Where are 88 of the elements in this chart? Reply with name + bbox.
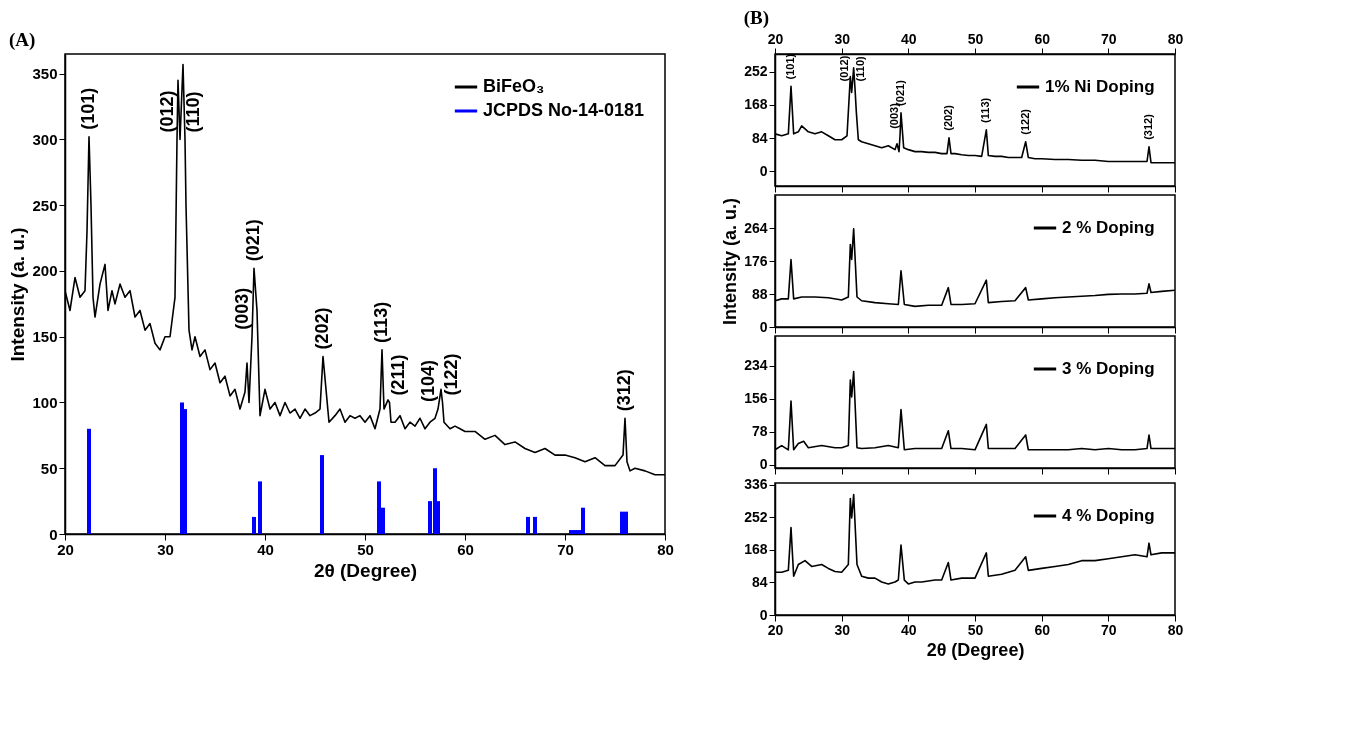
x-tick-label: 40: [901, 621, 917, 638]
bar: [526, 516, 530, 534]
y-tick-label: 150: [32, 328, 58, 346]
bar: [252, 516, 256, 534]
legend-label: 3 % Doping: [1062, 359, 1155, 378]
x2-tick-label: 80: [1167, 30, 1184, 47]
y-tick-label: 88: [751, 285, 768, 302]
annotation: (012): [157, 90, 177, 133]
legend-label: 4 % Doping: [1062, 506, 1155, 525]
annotation: (202): [312, 307, 332, 350]
x-tick-label: 30: [834, 621, 851, 638]
y-tick-label: 336: [744, 476, 768, 493]
y-tick-label: 0: [759, 606, 768, 623]
legend-label: 2 % Doping: [1062, 218, 1155, 237]
y-tick-label: 84: [751, 129, 768, 146]
x-tick-label: 80: [1167, 621, 1184, 638]
y-tick-label: 168: [744, 96, 768, 113]
x-tick-label: 20: [57, 540, 74, 558]
annotation: (012): [837, 55, 850, 82]
y-tick-label: 0: [49, 525, 58, 543]
bar: [258, 481, 262, 534]
y-tick-label: 250: [32, 196, 58, 214]
x-axis-title: 2θ (Degree): [926, 639, 1025, 660]
y-tick-label: 176: [744, 252, 768, 269]
y-tick-label: 0: [759, 318, 768, 335]
legend-label: BiFeO₃: [483, 76, 545, 96]
annotation: (113): [979, 97, 992, 123]
chart-title: (B): [743, 7, 769, 29]
y-tick-label: 252: [744, 63, 768, 80]
annotation: (101): [784, 53, 796, 80]
y-tick-label: 78: [751, 423, 768, 440]
y-tick-label: 252: [744, 508, 768, 525]
annotation: (110): [854, 55, 866, 82]
bar: [573, 530, 577, 534]
x-tick-label: 50: [967, 621, 984, 638]
chart-title: (A): [8, 29, 36, 51]
bar: [620, 511, 624, 534]
y-tick-label: 168: [744, 541, 768, 558]
annotation: (122): [1018, 108, 1031, 135]
y-tick-label: 234: [744, 357, 768, 374]
bar: [624, 511, 628, 534]
x-tick-label: 60: [457, 540, 474, 558]
bar: [581, 507, 585, 534]
y-tick-label: 200: [32, 262, 58, 280]
x2-tick-label: 50: [967, 30, 984, 47]
bar: [377, 481, 381, 534]
y-tick-label: 264: [744, 219, 768, 236]
legend-label: 1% Ni Doping: [1045, 77, 1155, 96]
x-tick-label: 20: [767, 621, 784, 638]
x-tick-label: 70: [557, 540, 574, 558]
x2-tick-label: 60: [1034, 30, 1051, 47]
x2-tick-label: 30: [834, 30, 851, 47]
annotation: (202): [942, 104, 954, 131]
annotation: (211): [387, 354, 408, 396]
annotation: (312): [614, 369, 634, 412]
legend-label: JCPDS No-14-0181: [483, 100, 645, 120]
y-axis-title: Intensity (a. u.): [7, 227, 29, 362]
annotation: (021): [243, 219, 263, 262]
x-tick-label: 70: [1101, 621, 1117, 638]
x-tick-label: 50: [357, 540, 374, 558]
y-tick-label: 350: [32, 65, 58, 83]
bar: [533, 516, 537, 534]
x2-tick-label: 40: [901, 30, 917, 47]
x-tick-label: 30: [157, 540, 174, 558]
x2-tick-label: 20: [767, 30, 784, 47]
y-axis-title: Intensity (a. u.): [720, 197, 741, 326]
x-axis-title: 2θ (Degree): [313, 559, 418, 581]
y-tick-label: 0: [759, 162, 768, 179]
annotation: (104): [418, 360, 438, 403]
y-tick-label: 300: [32, 130, 58, 148]
bar: [87, 428, 91, 534]
bar: [569, 530, 573, 534]
x-tick-label: 60: [1034, 621, 1051, 638]
x2-tick-label: 70: [1101, 30, 1117, 47]
annotation: (003): [232, 287, 252, 330]
bar: [320, 455, 324, 534]
y-tick-label: 100: [32, 393, 58, 411]
y-tick-label: 156: [744, 390, 768, 407]
annotation: (312): [1142, 113, 1154, 140]
x-tick-label: 80: [657, 540, 674, 558]
y-tick-label: 0: [759, 456, 768, 473]
annotation: (101): [78, 87, 98, 130]
y-tick-label: 84: [751, 573, 768, 590]
annotation: (122): [440, 353, 461, 396]
x-tick-label: 40: [257, 540, 274, 558]
annotation: (110): [183, 91, 203, 133]
annotation: (113): [371, 301, 391, 343]
y-tick-label: 50: [40, 459, 58, 477]
